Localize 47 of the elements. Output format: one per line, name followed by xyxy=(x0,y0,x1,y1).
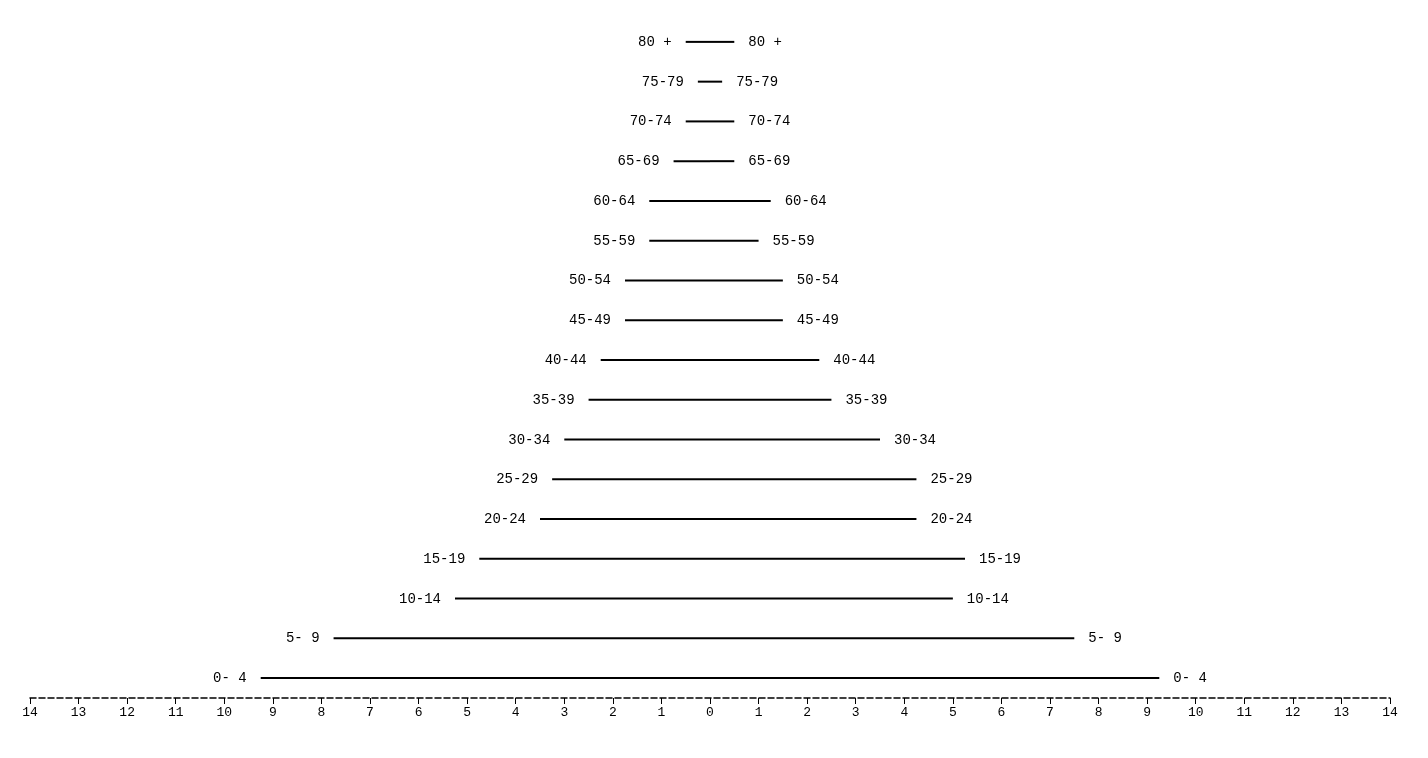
x-tick-label: 12 xyxy=(1285,705,1301,720)
x-tick-label: 14 xyxy=(1382,705,1398,720)
category-label: 40-44 xyxy=(833,352,876,368)
x-tick-label: 3 xyxy=(560,705,569,720)
x-tick-label: 1 xyxy=(754,705,763,720)
x-tick-label: 9 xyxy=(1143,705,1152,720)
x-tick-label: 13 xyxy=(70,705,87,720)
x-tick-label: 11 xyxy=(167,705,184,720)
category-label: 5- 9 xyxy=(1088,630,1122,647)
y-tick-label: 80 + xyxy=(638,33,672,50)
x-tick-label: 2 xyxy=(608,705,617,720)
category-label: 35-39 xyxy=(845,391,888,408)
category-label: 80 + xyxy=(748,33,782,50)
x-tick-label: 2 xyxy=(803,705,812,720)
category-label: 60-64 xyxy=(784,192,827,209)
x-tick-label: 5 xyxy=(948,705,957,720)
x-tick-label: 7 xyxy=(1046,705,1054,720)
x-tick-label: 8 xyxy=(1094,705,1103,720)
x-tick-label: 1 xyxy=(657,705,666,720)
x-tick-label: 4 xyxy=(900,705,909,720)
category-label: 45-49 xyxy=(796,312,839,329)
category-label: 30-34 xyxy=(894,431,937,448)
category-label: 75-79 xyxy=(736,73,779,90)
category-label: 70-74 xyxy=(748,113,791,130)
x-tick-label: 9 xyxy=(268,705,277,720)
x-tick-label: 10 xyxy=(216,705,233,720)
x-tick-label: 7 xyxy=(366,705,374,720)
category-label: 20-24 xyxy=(483,511,526,528)
category-label: 55-59 xyxy=(772,232,815,249)
x-tick-label: 5 xyxy=(463,705,472,720)
category-label: 50-54 xyxy=(796,272,839,289)
x-tick-label: 14 xyxy=(22,705,38,720)
x-tick-label: 0 xyxy=(706,705,714,720)
x-tick-label: 8 xyxy=(317,705,326,720)
category-label: 65-69 xyxy=(748,153,791,170)
x-tick-label: 6 xyxy=(997,705,1006,720)
x-tick-label: 3 xyxy=(851,705,860,720)
category-label: 25-29 xyxy=(496,471,539,488)
x-tick-label: 10 xyxy=(1187,705,1204,720)
category-label: 0- 4 xyxy=(1173,670,1207,687)
x-tick-label: 11 xyxy=(1236,705,1253,720)
category-label: 15-19 xyxy=(979,550,1022,567)
x-tick-label: 6 xyxy=(414,705,423,720)
x-tick-label: 4 xyxy=(511,705,520,720)
category-label: 10-14 xyxy=(966,590,1009,607)
x-tick-label: 12 xyxy=(119,705,135,720)
x-tick-label: 13 xyxy=(1333,705,1350,720)
